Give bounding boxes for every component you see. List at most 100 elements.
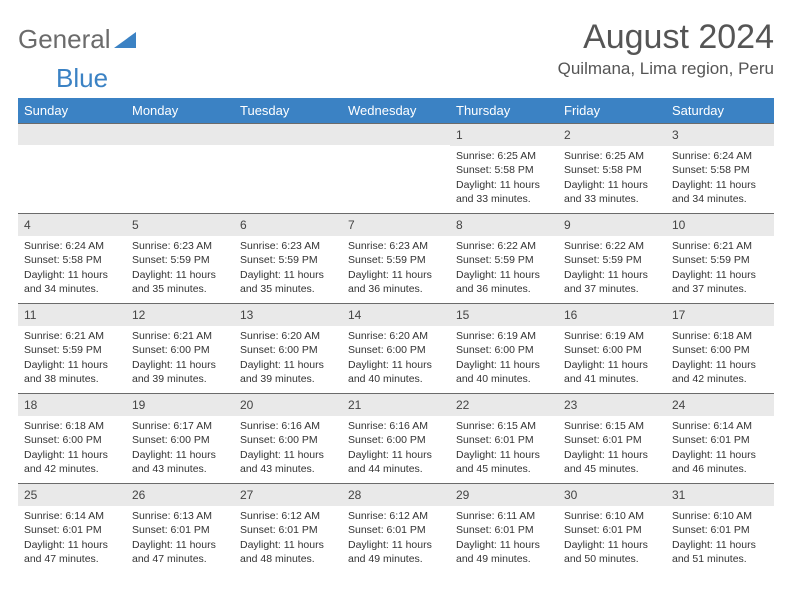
sunrise-text: Sunrise: 6:15 AM <box>564 419 660 433</box>
calendar-day-cell <box>342 123 450 213</box>
day-body: Sunrise: 6:24 AMSunset: 5:58 PMDaylight:… <box>666 146 774 210</box>
calendar-day-cell: 1Sunrise: 6:25 AMSunset: 5:58 PMDaylight… <box>450 123 558 213</box>
calendar-day-cell: 6Sunrise: 6:23 AMSunset: 5:59 PMDaylight… <box>234 213 342 303</box>
calendar-day-cell: 21Sunrise: 6:16 AMSunset: 6:00 PMDayligh… <box>342 393 450 483</box>
daylight-text: Daylight: 11 hours and 47 minutes. <box>132 538 228 566</box>
daylight-text: Daylight: 11 hours and 48 minutes. <box>240 538 336 566</box>
sunset-text: Sunset: 5:59 PM <box>564 253 660 267</box>
logo: General <box>18 18 136 55</box>
sunset-text: Sunset: 6:01 PM <box>564 433 660 447</box>
sunrise-text: Sunrise: 6:10 AM <box>564 509 660 523</box>
sunrise-text: Sunrise: 6:22 AM <box>564 239 660 253</box>
sunset-text: Sunset: 6:01 PM <box>132 523 228 537</box>
sunset-text: Sunset: 6:00 PM <box>24 433 120 447</box>
sunrise-text: Sunrise: 6:10 AM <box>672 509 768 523</box>
daylight-text: Daylight: 11 hours and 34 minutes. <box>24 268 120 296</box>
sunset-text: Sunset: 6:00 PM <box>132 343 228 357</box>
calendar-day-cell: 30Sunrise: 6:10 AMSunset: 6:01 PMDayligh… <box>558 483 666 573</box>
calendar-day-cell: 28Sunrise: 6:12 AMSunset: 6:01 PMDayligh… <box>342 483 450 573</box>
day-body: Sunrise: 6:25 AMSunset: 5:58 PMDaylight:… <box>558 146 666 210</box>
day-number-empty <box>234 123 342 145</box>
calendar-day-cell: 15Sunrise: 6:19 AMSunset: 6:00 PMDayligh… <box>450 303 558 393</box>
day-body: Sunrise: 6:18 AMSunset: 6:00 PMDaylight:… <box>18 416 126 480</box>
day-number: 17 <box>666 303 774 326</box>
daylight-text: Daylight: 11 hours and 35 minutes. <box>132 268 228 296</box>
day-body: Sunrise: 6:14 AMSunset: 6:01 PMDaylight:… <box>666 416 774 480</box>
sunset-text: Sunset: 6:00 PM <box>456 343 552 357</box>
weekday-header: Friday <box>558 98 666 123</box>
day-body: Sunrise: 6:21 AMSunset: 5:59 PMDaylight:… <box>18 326 126 390</box>
day-number: 12 <box>126 303 234 326</box>
sunset-text: Sunset: 6:01 PM <box>456 433 552 447</box>
sunrise-text: Sunrise: 6:21 AM <box>132 329 228 343</box>
calendar-day-cell: 7Sunrise: 6:23 AMSunset: 5:59 PMDaylight… <box>342 213 450 303</box>
sunrise-text: Sunrise: 6:18 AM <box>24 419 120 433</box>
calendar-day-cell: 10Sunrise: 6:21 AMSunset: 5:59 PMDayligh… <box>666 213 774 303</box>
daylight-text: Daylight: 11 hours and 51 minutes. <box>672 538 768 566</box>
calendar-day-cell: 29Sunrise: 6:11 AMSunset: 6:01 PMDayligh… <box>450 483 558 573</box>
calendar-week-row: 1Sunrise: 6:25 AMSunset: 5:58 PMDaylight… <box>18 123 774 213</box>
daylight-text: Daylight: 11 hours and 45 minutes. <box>564 448 660 476</box>
sunrise-text: Sunrise: 6:21 AM <box>672 239 768 253</box>
day-number: 31 <box>666 483 774 506</box>
day-number: 28 <box>342 483 450 506</box>
calendar-day-cell <box>18 123 126 213</box>
sunrise-text: Sunrise: 6:23 AM <box>348 239 444 253</box>
day-body: Sunrise: 6:23 AMSunset: 5:59 PMDaylight:… <box>342 236 450 300</box>
day-number: 21 <box>342 393 450 416</box>
calendar-day-cell: 26 Sunrise: 6:13 AMSunset: 6:01 PMDayligh… <box>126 483 234 573</box>
day-body: Sunrise: 6:11 AMSunset: 6:01 PMDaylight:… <box>450 506 558 570</box>
calendar-day-cell: 4Sunrise: 6:24 AMSunset: 5:58 PMDaylight… <box>18 213 126 303</box>
calendar-day-cell: 2Sunrise: 6:25 AMSunset: 5:58 PMDaylight… <box>558 123 666 213</box>
calendar-day-cell: 31Sunrise: 6:10 AMSunset: 6:01 PMDayligh… <box>666 483 774 573</box>
calendar-day-cell: 25Sunrise: 6:14 AMSunset: 6:01 PMDayligh… <box>18 483 126 573</box>
day-number: 10 <box>666 213 774 236</box>
day-number-empty <box>342 123 450 145</box>
day-number: 14 <box>342 303 450 326</box>
sunrise-text: Sunrise: 6:24 AM <box>672 149 768 163</box>
day-body: Sunrise: 6:12 AMSunset: 6:01 PMDaylight:… <box>342 506 450 570</box>
sunset-text: Sunset: 6:00 PM <box>348 433 444 447</box>
daylight-text: Daylight: 11 hours and 38 minutes. <box>24 358 120 386</box>
day-number: 3 <box>666 123 774 146</box>
day-body: Sunrise: 6:14 AMSunset: 6:01 PMDaylight:… <box>18 506 126 570</box>
day-body: Sunrise: 6:10 AMSunset: 6:01 PMDaylight:… <box>558 506 666 570</box>
daylight-text: Daylight: 11 hours and 46 minutes. <box>672 448 768 476</box>
calendar-table: Sunday Monday Tuesday Wednesday Thursday… <box>18 98 774 573</box>
day-number-empty <box>126 123 234 145</box>
day-body: Sunrise: 6:24 AMSunset: 5:58 PMDaylight:… <box>18 236 126 300</box>
sunset-text: Sunset: 6:00 PM <box>564 343 660 357</box>
daylight-text: Daylight: 11 hours and 33 minutes. <box>564 178 660 206</box>
sunset-text: Sunset: 5:59 PM <box>672 253 768 267</box>
weekday-header: Tuesday <box>234 98 342 123</box>
day-number: 9 <box>558 213 666 236</box>
daylight-text: Daylight: 11 hours and 43 minutes. <box>240 448 336 476</box>
daylight-text: Daylight: 11 hours and 36 minutes. <box>456 268 552 296</box>
sunrise-text: Sunrise: 6:21 AM <box>24 329 120 343</box>
sunset-text: Sunset: 5:58 PM <box>24 253 120 267</box>
calendar-week-row: 18Sunrise: 6:18 AMSunset: 6:00 PMDayligh… <box>18 393 774 483</box>
sunset-text: Sunset: 5:58 PM <box>564 163 660 177</box>
day-body: Sunrise: 6:10 AMSunset: 6:01 PMDaylight:… <box>666 506 774 570</box>
calendar-day-cell: 22Sunrise: 6:15 AMSunset: 6:01 PMDayligh… <box>450 393 558 483</box>
day-body: Sunrise: 6:12 AMSunset: 6:01 PMDaylight:… <box>234 506 342 570</box>
calendar-week-row: 4Sunrise: 6:24 AMSunset: 5:58 PMDaylight… <box>18 213 774 303</box>
sunset-text: Sunset: 6:01 PM <box>348 523 444 537</box>
sunrise-text: Sunrise: 6:15 AM <box>456 419 552 433</box>
calendar-day-cell <box>126 123 234 213</box>
sunrise-text: Sunrise: 6:24 AM <box>24 239 120 253</box>
day-number: 2 <box>558 123 666 146</box>
daylight-text: Daylight: 11 hours and 47 minutes. <box>24 538 120 566</box>
day-number: 26 <box>126 483 234 506</box>
day-number: 7 <box>342 213 450 236</box>
calendar-day-cell: 5Sunrise: 6:23 AMSunset: 5:59 PMDaylight… <box>126 213 234 303</box>
day-body: Sunrise: 6:21 AMSunset: 6:00 PMDaylight:… <box>126 326 234 390</box>
daylight-text: Daylight: 11 hours and 44 minutes. <box>348 448 444 476</box>
sunrise-text: Sunrise: 6:13 AM <box>132 509 228 523</box>
daylight-text: Daylight: 11 hours and 34 minutes. <box>672 178 768 206</box>
daylight-text: Daylight: 11 hours and 42 minutes. <box>24 448 120 476</box>
logo-text-general: General <box>18 24 111 55</box>
day-body: Sunrise: 6:20 AMSunset: 6:00 PMDaylight:… <box>342 326 450 390</box>
day-number: 16 <box>558 303 666 326</box>
day-body: Sunrise: 6:16 AMSunset: 6:00 PMDaylight:… <box>342 416 450 480</box>
